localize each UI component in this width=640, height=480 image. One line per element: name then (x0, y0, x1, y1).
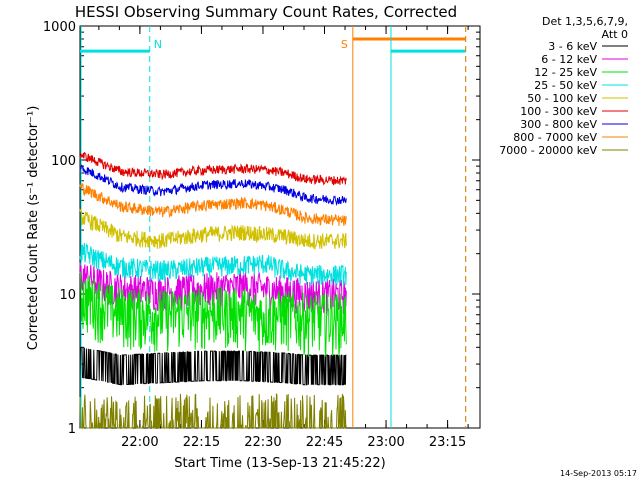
series-line-1 (79, 346, 347, 386)
series-line-5 (79, 208, 347, 250)
legend-label-2: 6 - 12 keV (541, 53, 597, 66)
legend-header-line-2: Att 0 (602, 28, 628, 41)
series-line-7 (79, 164, 347, 207)
y-tick-label: 10 (59, 288, 76, 303)
legend-label-3: 12 - 25 keV (534, 66, 597, 79)
series-line-2 (79, 262, 347, 315)
footer-timestamp: 14-Sep-2013 05:17 (560, 469, 637, 478)
legend-label-1: 3 - 6 keV (548, 40, 597, 53)
series-line-8 (79, 182, 347, 227)
legend-label-9: 7000 - 20000 keV (499, 144, 597, 157)
x-tick-label: 22:00 (121, 435, 158, 450)
y-tick-label: 100 (51, 154, 76, 169)
y-axis-label: Corrected Count Rate (s⁻¹ detector⁻¹) (26, 106, 41, 351)
plot-area: 1 10 100 1000 22:00 22:15 22:30 22:45 23:00 23:15… (43, 20, 481, 450)
x-axis-label: Start Time (13-Sep-13 21:45:22) (174, 456, 385, 471)
legend-label-4: 25 - 50 keV (534, 79, 597, 92)
series-line-9 (79, 393, 347, 429)
x-tick-label: 22:30 (244, 435, 281, 450)
series-line-3 (79, 271, 347, 357)
legend-label-6: 100 - 300 keV (520, 105, 597, 118)
legend-label-5: 50 - 100 keV (527, 92, 597, 105)
annotation-s: S (341, 38, 348, 51)
x-tick-label: 22:45 (306, 435, 343, 450)
series-line-4 (79, 242, 347, 286)
y-tick-label: 1000 (43, 20, 76, 35)
annotation-n: N (154, 38, 162, 51)
chart-title: HESSI Observing Summary Count Rates, Cor… (75, 3, 457, 21)
y-tick-label: 1 (68, 422, 76, 437)
legend-label-7: 300 - 800 keV (520, 118, 597, 131)
legend-label-8: 800 - 7000 keV (513, 131, 597, 144)
legend-header-line-1: Det 1,3,5,6,7,9, (542, 15, 628, 28)
x-tick-label: 23:00 (367, 435, 404, 450)
series-line-6 (79, 151, 347, 186)
x-tick-label: 22:15 (183, 435, 220, 450)
x-tick-label: 23:15 (429, 435, 466, 450)
